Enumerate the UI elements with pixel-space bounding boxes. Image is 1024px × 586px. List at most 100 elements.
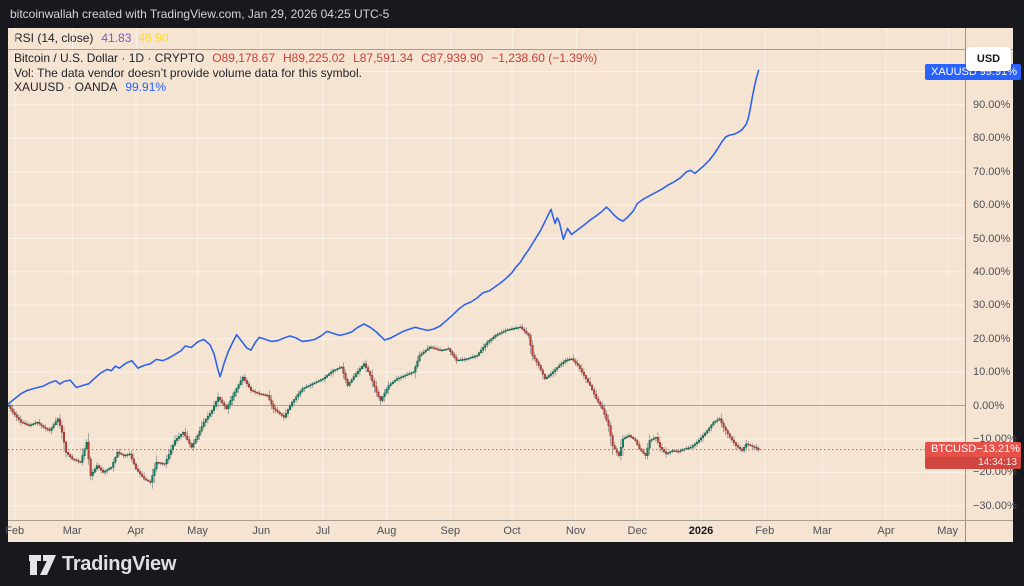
candle-body [687,447,690,449]
tradingview-logo-icon[interactable] [28,554,60,576]
candle-body [163,463,166,465]
x-axis-label: Jun [252,525,271,537]
chart-area: RSI (14, close) 41.83 46.90 Bitcoin / U.S.… [5,28,1021,542]
candle-body [116,452,119,458]
candle-body [332,370,335,373]
candle-body [391,381,394,385]
candle-body [165,459,168,465]
price-chart-canvas[interactable] [8,50,965,520]
candle-body [128,453,131,456]
candle-body [691,445,694,448]
candle-body [208,413,211,417]
candle-body [430,346,433,349]
candle-body [326,375,329,378]
candle-body [132,458,135,465]
candle-body [722,422,725,428]
candle-body [636,440,639,445]
candle-body [745,443,748,448]
candle-body [375,386,378,393]
candle-body [463,358,466,361]
tradingview-brand-text[interactable]: TradingView [62,553,177,575]
y-axis-label: 70.00% [973,165,1011,178]
candle-body [642,450,645,454]
candle-body [305,386,308,389]
currency-usd-button[interactable]: USD [966,47,1011,71]
candle-body [515,327,518,329]
candle-body [69,454,72,457]
candle-body [99,467,102,471]
candle-body [753,446,756,448]
candle-body [632,436,635,440]
y-axis-label: 90.00% [973,98,1011,111]
y-axis-label: 0.00% [973,399,1005,412]
candle-body [311,383,314,386]
candle-body [732,439,735,444]
candle-body [490,338,493,341]
candle-body [605,414,608,421]
candle-body [517,327,520,329]
candle-body [8,405,10,407]
candle-body [716,419,719,422]
candle-body [578,365,581,370]
candle-body [685,448,688,450]
candle-body [496,334,499,336]
rsi-pane[interactable]: RSI (14, close) 41.83 46.90 [8,28,965,49]
candle-body [510,328,513,330]
candle-body [184,431,187,437]
candle-body [30,424,33,426]
candle-body [219,396,222,401]
rsi-v-gridline [386,28,388,49]
footer-bar: TradingView [0,542,1024,586]
candle-body [436,348,439,351]
candle-body [291,401,294,407]
candle-body [200,426,203,432]
candle-body [167,454,170,460]
candle-body [365,363,368,368]
candle-body [40,423,43,426]
candle-body [85,441,88,450]
candle-body [543,374,546,380]
candle-body [486,341,489,345]
candle-body [11,408,14,413]
candle-body [139,471,142,475]
candle-body [71,456,74,460]
rsi-v-gridline [450,28,452,49]
candle-body [204,419,207,423]
candle-body [650,439,653,441]
time-axis[interactable]: Feb Mar Apr May Jun Jul Aug Sep Oct Nov Dec 2026 Feb… [5,520,965,542]
candle-body [112,462,115,468]
candle-body [334,369,337,371]
candle-body [120,453,123,455]
time-axis-border [8,520,1013,521]
candle-body [233,391,236,397]
candle-body [280,413,283,416]
y-axis-label: 80.00% [973,132,1011,145]
y-axis-label: 50.00% [973,232,1011,245]
candle-body [95,465,98,470]
candle-body [319,379,322,382]
candle-body [342,366,345,374]
pane-divider[interactable] [8,49,1013,50]
candle-body [237,384,240,389]
candle-body [344,372,347,380]
candle-body [576,362,579,366]
candle-body [628,435,631,437]
candle-body [648,440,651,449]
x-axis-label: Mar [812,525,832,537]
candle-body [478,352,481,356]
candle-body [369,371,372,376]
candle-body [634,438,637,441]
candle-body [122,454,125,456]
candle-body [145,478,148,481]
btcusd-price-flag[interactable]: BTCUSD −13.21% 14:34:13 [925,441,1021,469]
candle-body [363,363,366,367]
candle-body [533,355,536,359]
candle-body [393,380,396,383]
candle-body [155,462,158,470]
rsi-v-gridline [575,28,577,49]
price-chart-plot[interactable]: Bitcoin / U.S. Dollar · 1D · CRYPTO O89,1… [8,50,965,520]
candle-body [560,363,563,366]
candle-body [352,376,355,380]
candle-body [574,360,577,364]
rsi-v-gridline [72,28,74,49]
